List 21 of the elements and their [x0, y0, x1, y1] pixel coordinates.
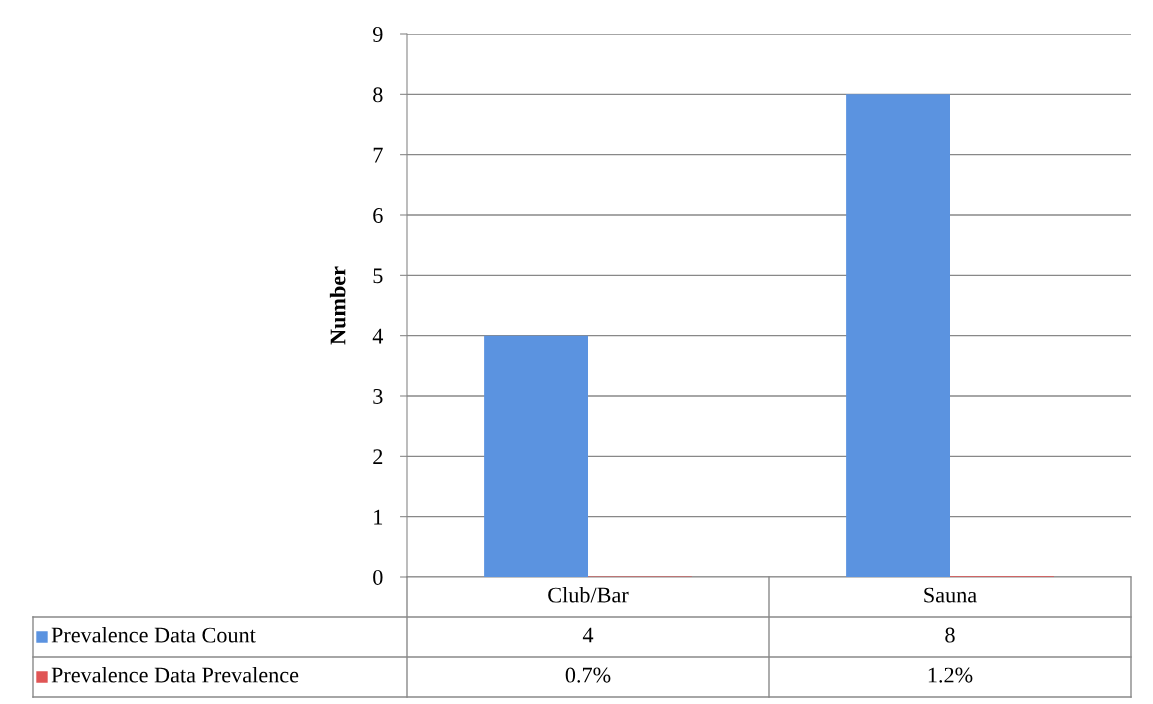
y-tick-label: 1: [374, 509, 383, 525]
bar: [846, 94, 950, 577]
y-tick-label: 6: [373, 207, 383, 223]
y-tick-label: 9: [372, 26, 383, 42]
data-label: 0.7%: [565, 667, 611, 683]
data-label: 4: [582, 627, 594, 643]
x-tick-label: Sauna: [924, 587, 977, 603]
data-label: 1.2%: [928, 667, 973, 683]
bar: [484, 335, 588, 577]
y-tick-label: 0: [373, 569, 383, 585]
y-axis-title: Number: [329, 266, 346, 345]
y-tick-label: 8: [373, 87, 383, 103]
y-tick-label: 5: [373, 268, 383, 284]
y-tick-label: 4: [372, 328, 384, 344]
legend-label: Prevalence Data Prevalence: [51, 666, 299, 683]
y-tick-label: 3: [373, 388, 383, 404]
y-tick-label: 2: [373, 449, 383, 465]
data-label: 8: [945, 627, 955, 643]
legend-label: Prevalence Data Count: [51, 626, 256, 643]
x-tick-label: Club/Bar: [548, 586, 629, 603]
y-tick-label: 7: [373, 147, 383, 163]
